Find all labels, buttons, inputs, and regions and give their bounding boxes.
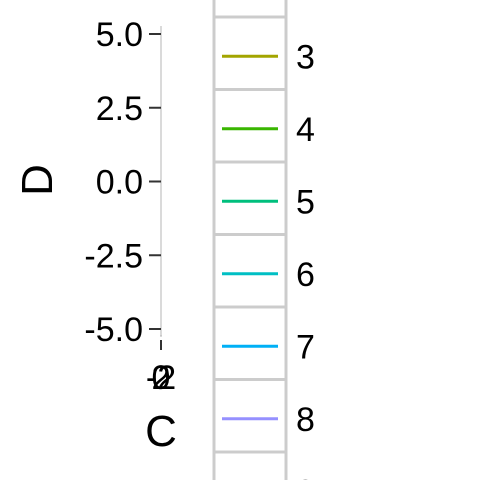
y-tick-label: -5.0 bbox=[84, 311, 143, 349]
legend-label: 9 bbox=[296, 473, 315, 480]
x-axis-title: C bbox=[145, 407, 177, 456]
legend-label: 8 bbox=[296, 401, 315, 439]
legend-label: 7 bbox=[296, 328, 315, 366]
x-tick-label: 2 bbox=[152, 359, 171, 397]
y-tick-label: 5.0 bbox=[96, 16, 143, 54]
legend-label: 5 bbox=[296, 183, 315, 221]
y-tick-label: -2.5 bbox=[84, 237, 143, 275]
y-axis: 5.0 2.5 0.0 -2.5 -5.0 bbox=[84, 16, 162, 349]
x-tick-label: 0 bbox=[152, 359, 171, 397]
legend: 3 4 5 6 7 8 9 bbox=[212, 0, 315, 480]
legend-label: 6 bbox=[296, 256, 315, 294]
legend-label: 3 bbox=[296, 38, 315, 76]
x-tick-label: -2 bbox=[146, 359, 176, 397]
y-tick-label: 2.5 bbox=[96, 90, 143, 128]
y-axis-title: D bbox=[13, 164, 62, 196]
x-axis: -202 bbox=[146, 335, 176, 397]
y-tick-label: 0.0 bbox=[96, 164, 143, 202]
legend-label: 4 bbox=[296, 111, 315, 149]
